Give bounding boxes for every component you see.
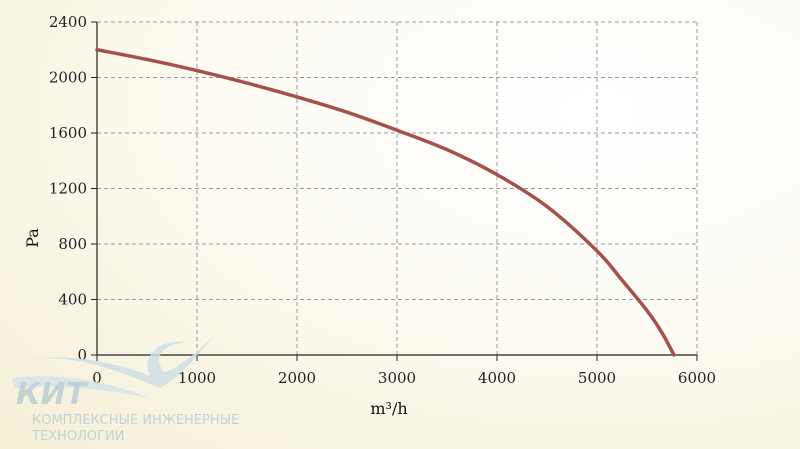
- x-tick-label: 3000: [378, 369, 416, 387]
- x-tick-label: 2000: [278, 369, 316, 387]
- x-tick-label: 5000: [578, 369, 616, 387]
- y-tick-label: 800: [58, 235, 87, 253]
- company-logo: КИТ КОМПЛЕКСНЫЕ ИНЖЕНЕРНЫЕ ТЕХНОЛОГИИ: [12, 336, 239, 444]
- logo-swoosh-icon: [20, 336, 214, 388]
- y-tick-labels: 0 400 800 1200 1600 2000 2400: [49, 13, 87, 364]
- logo-name: КИТ: [16, 377, 89, 412]
- y-tick-label: 400: [58, 291, 87, 309]
- y-tick-label: 2000: [49, 69, 87, 87]
- y-axis-label: Pa: [23, 228, 42, 248]
- logo-tagline-line2: ТЕХНОЛОГИИ: [31, 429, 124, 444]
- grid: [97, 21, 698, 355]
- y-tick-label: 1200: [49, 180, 87, 198]
- x-tick-label: 0: [92, 369, 102, 387]
- series-line-0: [95, 48, 676, 357]
- x-tick-labels: 0 1000 2000 3000 4000 5000 6000: [92, 369, 716, 387]
- y-tick-label: 0: [77, 346, 87, 364]
- series-layer: [95, 48, 676, 357]
- axes: [91, 21, 698, 361]
- x-tick-label: 4000: [478, 369, 516, 387]
- logo-wave-icon: [12, 376, 150, 398]
- x-axis-label: m³/h: [370, 399, 407, 418]
- x-tick-label: 6000: [678, 369, 716, 387]
- logo-tagline-line1: КОМПЛЕКСНЫЕ ИНЖЕНЕРНЫЕ: [32, 413, 239, 428]
- x-tick-label: 1000: [178, 369, 216, 387]
- y-tick-label: 1600: [49, 124, 87, 142]
- y-tick-label: 2400: [49, 13, 87, 31]
